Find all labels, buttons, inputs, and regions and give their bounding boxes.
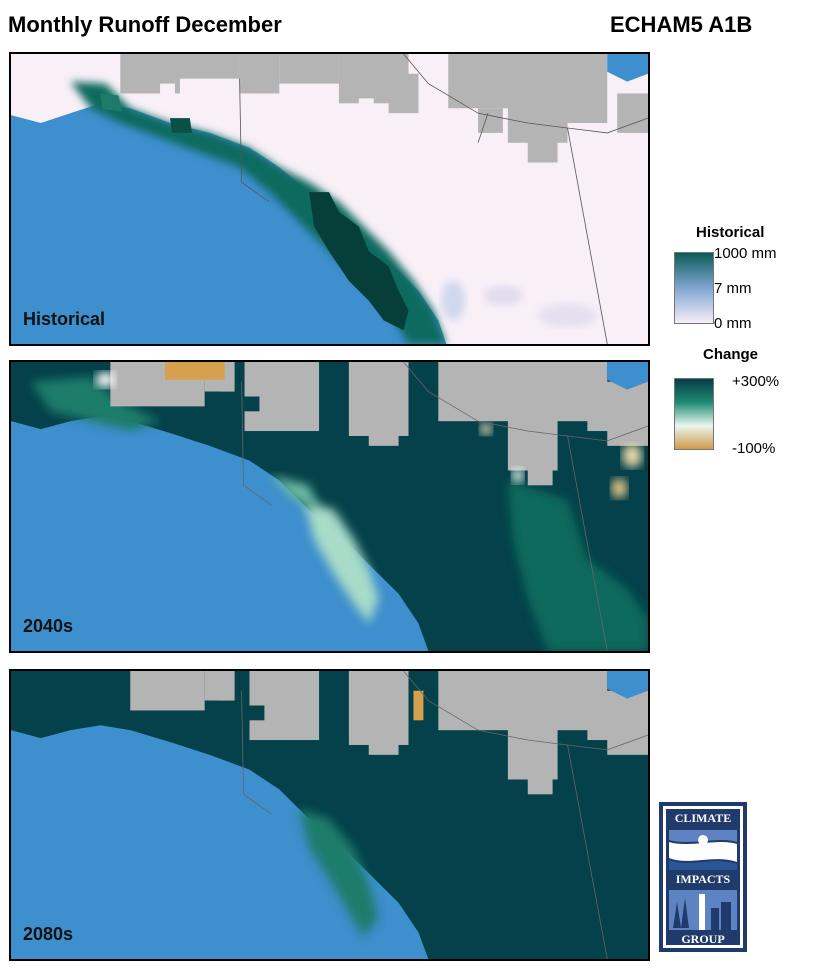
map-panel-2040s: 2040s [9, 360, 650, 653]
no-data-cells [120, 54, 648, 163]
map-2080s [11, 671, 648, 959]
climate-impacts-group-logo: CLIMATE IMPACTS GROUP [659, 802, 747, 952]
legend-tick: 1000 mm [714, 245, 777, 262]
legend-tick: 0 mm [714, 315, 752, 332]
map-panel-historical: Historical [9, 52, 650, 346]
panel-label: 2040s [23, 616, 74, 636]
decrease-patch [165, 362, 225, 380]
decrease-patch [413, 690, 424, 721]
no-data-cells [110, 362, 648, 486]
legend-historical-title: Historical [696, 224, 765, 241]
legend-change-title: Change [703, 346, 759, 363]
map-panel-2080s: 2080s [9, 669, 650, 961]
legend-tick: -100% [732, 440, 776, 457]
legend-tick: +300% [732, 373, 780, 390]
map-title: Monthly Runoff December [8, 12, 282, 37]
model-label: ECHAM5 A1B [610, 12, 753, 37]
legend-historical-colorbar [674, 252, 714, 324]
logo-text-bottom: GROUP [681, 932, 724, 946]
legend-change-colorbar [674, 378, 714, 450]
legend-tick: 7 mm [714, 280, 752, 297]
land-area [11, 671, 648, 959]
logo-text-mid: IMPACTS [676, 872, 731, 886]
logo-text-top: CLIMATE [675, 811, 731, 825]
historical-map [11, 54, 648, 344]
panel-label: 2080s [23, 924, 74, 944]
panel-label: Historical [23, 309, 106, 329]
map-2040s [11, 362, 648, 651]
border-lines [239, 54, 648, 344]
coastal-runoff-dark [309, 192, 409, 331]
